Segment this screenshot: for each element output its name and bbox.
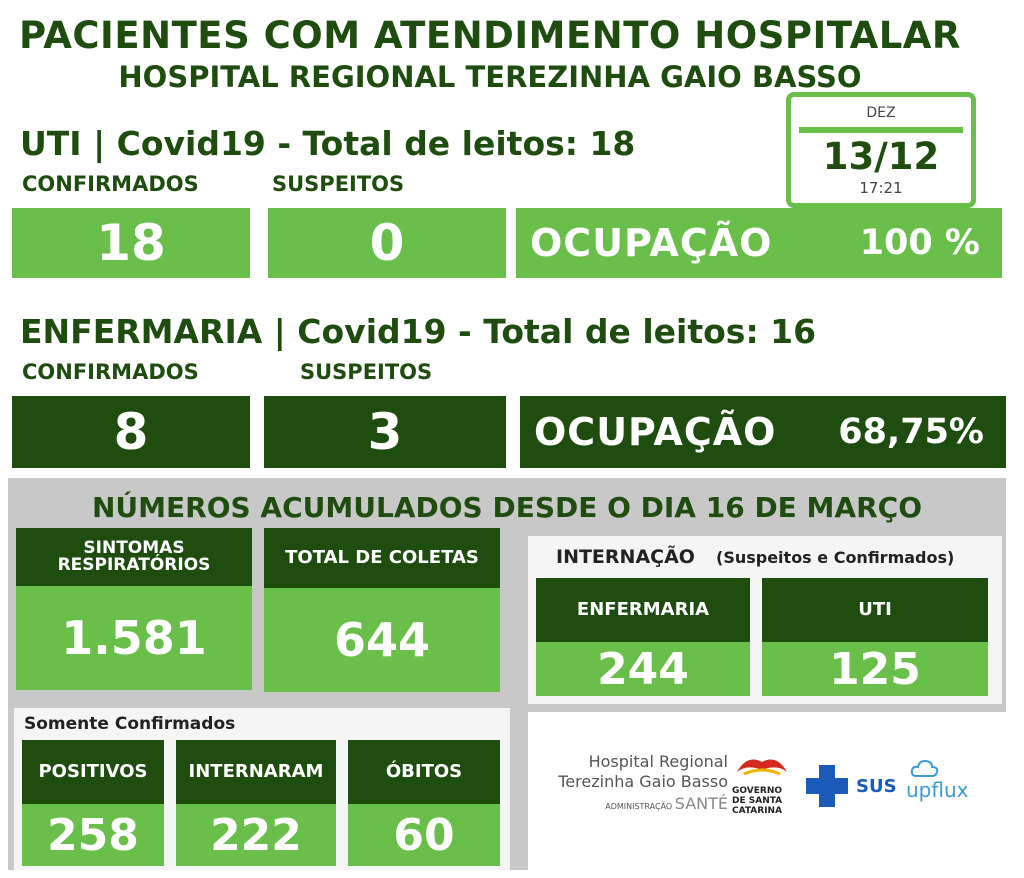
hospital-logo-line1: Hospital Regional xyxy=(588,752,728,771)
enfermaria-title: ENFERMARIA | Covid19 - Total de leitos: … xyxy=(20,312,817,351)
coletas-label: TOTAL DE COLETAS xyxy=(264,528,500,588)
uti-suspect-label: SUSPEITOS xyxy=(272,172,405,196)
int-enfermaria-value: 244 xyxy=(536,642,750,696)
accumulated-title: NÚMEROS ACUMULADOS DESDE O DIA 16 DE MAR… xyxy=(91,491,923,524)
date-time: 17:21 xyxy=(859,179,903,197)
obitos-card: ÓBITOS 60 xyxy=(348,740,500,866)
enfermaria-occupancy-label: OCUPAÇÃO xyxy=(534,410,777,454)
hospital-logo-line2: Terezinha Gaio Basso xyxy=(558,772,728,791)
uti-confirmed-label: CONFIRMADOS xyxy=(22,172,199,196)
date-day: 13/12 xyxy=(822,135,940,178)
sus-logo: SUS xyxy=(804,764,904,808)
gov-line1: GOVERNO xyxy=(732,786,783,796)
obitos-label: ÓBITOS xyxy=(348,740,500,804)
sus-cross-icon xyxy=(806,765,848,807)
page-subtitle: HOSPITAL REGIONAL TEREZINHA GAIO BASSO xyxy=(118,60,862,94)
confirmed-title: Somente Confirmados xyxy=(24,714,236,734)
int-enfermaria-label: ENFERMARIA xyxy=(536,578,750,642)
enfermaria-occupancy-box: OCUPAÇÃO 68,75% xyxy=(520,396,1006,468)
internaram-card: INTERNARAM 222 xyxy=(176,740,336,866)
internacao-note: (Suspeitos e Confirmados) xyxy=(716,548,955,567)
date-month: DEZ xyxy=(866,105,896,121)
positivos-value: 258 xyxy=(22,804,164,866)
internacao-label: INTERNAÇÃO xyxy=(556,546,695,568)
uti-occupancy-label: OCUPAÇÃO xyxy=(530,221,773,265)
positivos-card: POSITIVOS 258 xyxy=(22,740,164,866)
upflux-text: upflux xyxy=(906,778,969,802)
coletas-value: 644 xyxy=(264,588,500,692)
obitos-value: 60 xyxy=(348,804,500,866)
int-uti-card: UTI 125 xyxy=(762,578,988,696)
int-uti-label: UTI xyxy=(762,578,988,642)
internaram-label: INTERNARAM xyxy=(176,740,336,804)
int-enfermaria-card: ENFERMARIA 244 xyxy=(536,578,750,696)
sintomas-card: SINTOMAS RESPIRATÓRIOS 1.581 xyxy=(16,528,252,690)
enfermaria-suspect-value: 3 xyxy=(264,396,506,468)
uti-occupancy-box: OCUPAÇÃO 100 % xyxy=(516,208,1002,278)
enfermaria-occupancy-value: 68,75% xyxy=(838,412,984,452)
internaram-value: 222 xyxy=(176,804,336,866)
sintomas-value: 1.581 xyxy=(16,586,252,690)
hospital-logo-admin: ADMINISTRAÇÃO xyxy=(605,802,673,811)
date-box: DEZ 13/12 17:21 xyxy=(786,92,976,208)
enfermaria-confirmed-value: 8 xyxy=(12,396,250,468)
int-uti-value: 125 xyxy=(762,642,988,696)
hospital-logo: Hospital Regional Terezinha Gaio Basso A… xyxy=(548,752,728,817)
uti-title: UTI | Covid19 - Total de leitos: 18 xyxy=(20,124,636,163)
logos-area xyxy=(528,712,1006,870)
enfermaria-confirmed-label: CONFIRMADOS xyxy=(22,360,199,384)
santa-catarina-logo: GOVERNO DE SANTA CATARINA xyxy=(732,752,798,822)
uti-confirmed-value: 18 xyxy=(12,208,250,278)
uti-suspect-value: 0 xyxy=(268,208,506,278)
sintomas-label: SINTOMAS RESPIRATÓRIOS xyxy=(16,528,252,586)
date-divider xyxy=(799,127,963,133)
coletas-card: TOTAL DE COLETAS 644 xyxy=(264,528,500,692)
cloud-icon xyxy=(910,759,939,777)
page-title: PACIENTES COM ATENDIMENTO HOSPITALAR xyxy=(19,14,961,57)
uti-occupancy-value: 100 % xyxy=(859,223,980,263)
gov-line2: DE SANTA xyxy=(732,796,783,806)
sus-text: SUS xyxy=(856,775,897,797)
enfermaria-suspect-label: SUSPEITOS xyxy=(300,360,433,384)
gov-line3: CATARINA xyxy=(732,806,783,816)
positivos-label: POSITIVOS xyxy=(22,740,164,804)
santa-catarina-flag-icon xyxy=(737,759,787,776)
hospital-logo-sante: SANTÉ xyxy=(674,794,728,813)
upflux-logo: upflux xyxy=(906,758,996,808)
